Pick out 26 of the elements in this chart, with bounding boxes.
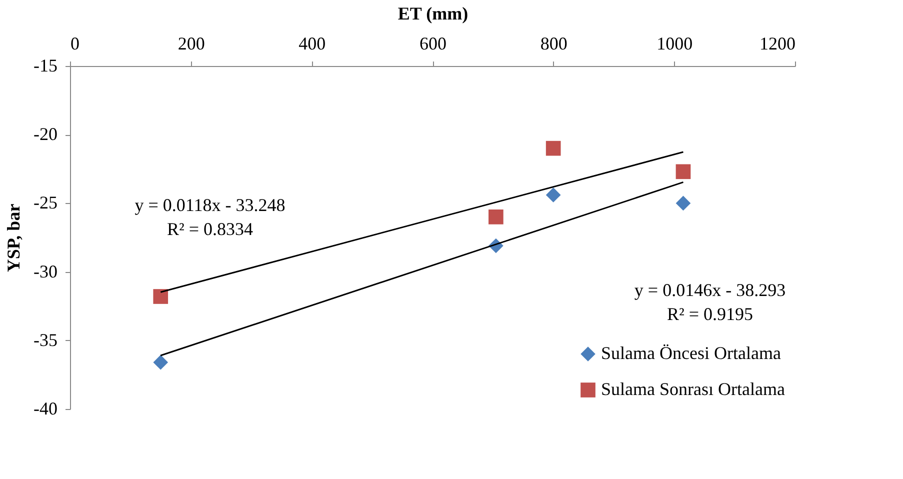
x-tick-label: 1000 bbox=[656, 34, 693, 54]
legend-label: Sulama Öncesi Ortalama bbox=[601, 343, 781, 363]
point bbox=[676, 196, 691, 211]
point bbox=[546, 140, 561, 156]
point bbox=[488, 210, 504, 224]
x-tick-label: 1200 bbox=[760, 34, 796, 54]
x-tick-label: 600 bbox=[420, 34, 446, 54]
point bbox=[153, 354, 168, 370]
y-tick-label: -30 bbox=[34, 261, 58, 282]
point bbox=[153, 289, 168, 304]
y-axis-title: YSP, bar bbox=[4, 204, 24, 272]
y-tick-label: -40 bbox=[34, 398, 58, 418]
annotation: y = 0.0118x - 33.248 R² = 0.8334 bbox=[134, 195, 286, 239]
y-tick-label: -35 bbox=[34, 330, 58, 350]
y-tick-label: -15 bbox=[34, 56, 58, 76]
y-tick-label: -25 bbox=[34, 192, 58, 213]
x-axis-title: ET (mm) bbox=[398, 4, 468, 24]
y-tick-label: -20 bbox=[34, 124, 58, 144]
point bbox=[546, 188, 561, 202]
x-tick-label: 0 bbox=[70, 34, 80, 54]
legend-label: Sulama Sonrası Ortalama bbox=[601, 379, 785, 399]
x-tick-label: 200 bbox=[178, 34, 205, 54]
x-tick-label: 400 bbox=[298, 34, 326, 54]
point bbox=[676, 164, 691, 180]
x-tick-label: 800 bbox=[540, 34, 568, 54]
annotation: y = 0.0146x - 38.293 R² = 0.9195 bbox=[634, 280, 786, 324]
